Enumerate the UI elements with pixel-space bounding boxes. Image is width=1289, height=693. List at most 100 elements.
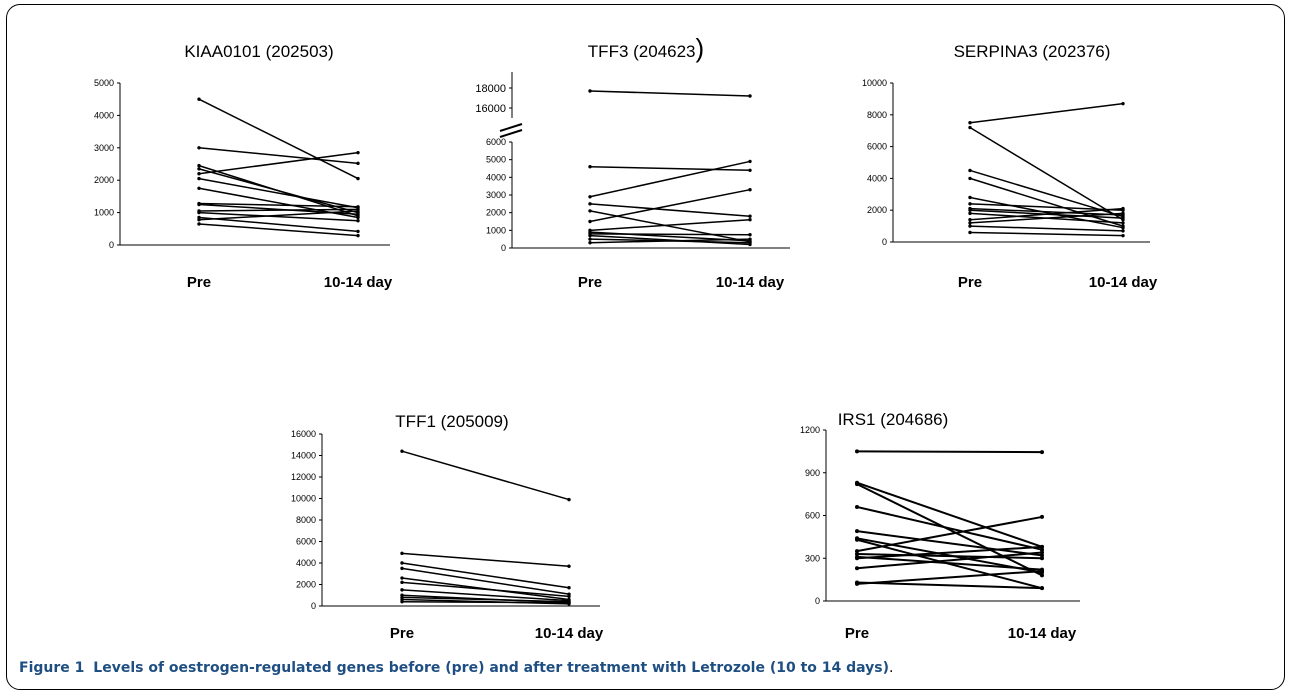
x-category-label: Pre — [390, 625, 414, 642]
chart-3: TFF1 (205009) 0 2000 4000 6000 8000 10000 12000… — [291, 412, 604, 642]
data-point — [1040, 550, 1044, 555]
data-point — [567, 564, 571, 568]
figure-frame — [6, 4, 1285, 690]
data-point — [748, 188, 752, 192]
x-category-label: 10-14 day — [1089, 274, 1158, 291]
data-point — [197, 146, 201, 150]
data-point — [855, 551, 859, 556]
y-tick-label: 5000 — [94, 78, 114, 88]
chart-2: SERPINA3 (202376) 0 2000 4000 6000 8000 10000 P… — [862, 42, 1158, 291]
y-tick-label: 4000 — [486, 172, 506, 182]
series-line — [198, 223, 359, 237]
y-tick-label: 0 — [501, 243, 506, 253]
y-tick-label: 2000 — [486, 208, 506, 218]
data-point — [1040, 556, 1044, 561]
data-point — [197, 163, 201, 168]
series-line — [401, 562, 570, 589]
data-point — [1040, 569, 1044, 574]
y-tick-label: 1000 — [486, 225, 506, 235]
data-point — [400, 561, 404, 565]
data-point — [356, 209, 360, 213]
series-line — [856, 552, 1043, 560]
caption-end: . — [889, 660, 894, 676]
series-line — [589, 188, 751, 223]
y-tick-label: 10000 — [291, 494, 316, 504]
y-tick-label: 12000 — [291, 472, 316, 482]
data-point — [588, 202, 592, 206]
data-point — [567, 594, 571, 599]
data-point — [855, 529, 859, 534]
data-point — [197, 218, 201, 222]
series-line — [969, 203, 1124, 211]
y-tick-label: 900 — [805, 468, 820, 478]
series-line — [856, 450, 1043, 454]
data-point — [968, 230, 972, 235]
series-line — [969, 212, 1124, 224]
data-point — [968, 125, 972, 130]
data-point — [356, 233, 360, 238]
data-point — [1040, 544, 1044, 549]
y-tick-label: 16000 — [475, 103, 506, 115]
data-point — [356, 215, 360, 220]
data-point — [356, 150, 360, 155]
data-point — [968, 208, 972, 212]
series-line — [856, 530, 1043, 557]
x-category-label: Pre — [958, 274, 982, 291]
data-point — [1121, 101, 1125, 106]
data-point — [968, 176, 972, 181]
data-point — [588, 165, 592, 169]
y-tick-label: 8000 — [296, 515, 316, 525]
y-tick-label: 10000 — [862, 78, 887, 88]
y-tick-label: 2000 — [296, 580, 316, 590]
series-line — [589, 165, 751, 172]
series-line — [198, 151, 359, 175]
y-tick-label: 2000 — [867, 205, 887, 215]
y-tick-label: 3000 — [94, 143, 114, 153]
data-point — [197, 202, 201, 207]
data-point — [748, 94, 752, 98]
data-point — [1040, 547, 1044, 552]
data-point — [400, 588, 404, 592]
y-tick-label: 6000 — [867, 142, 887, 152]
chart-title: SERPINA3 (202376) — [954, 42, 1111, 61]
data-point — [1121, 216, 1125, 220]
data-point — [1040, 553, 1044, 558]
data-point — [855, 556, 859, 561]
y-tick-label: 0 — [311, 601, 316, 611]
axis-break-mark — [499, 129, 523, 138]
y-tick-label: 1000 — [94, 208, 114, 218]
data-point — [855, 504, 859, 509]
series-line — [856, 581, 1043, 590]
chart-title-paren: ) — [696, 33, 705, 63]
series-line — [856, 481, 1043, 548]
data-point — [855, 549, 859, 554]
data-point — [356, 205, 360, 209]
series-line — [401, 596, 570, 603]
y-tick-label: 3000 — [486, 190, 506, 200]
data-point — [968, 218, 972, 222]
series-line — [969, 102, 1124, 124]
data-point — [748, 168, 752, 172]
data-point — [400, 551, 404, 556]
data-point — [855, 449, 859, 454]
y-tick-label: 4000 — [94, 110, 114, 120]
data-point — [588, 209, 592, 213]
data-point — [748, 233, 752, 237]
data-point — [197, 167, 201, 171]
series-line — [401, 567, 570, 595]
y-tick-label: 600 — [805, 511, 820, 521]
y-tick-label: 16000 — [291, 429, 316, 439]
data-point — [1121, 225, 1125, 230]
data-point — [197, 210, 201, 215]
figure-caption: Figure 1 Levels of oestrogen-regulated g… — [19, 660, 894, 676]
chart-title: KIAA0101 (202503) — [184, 42, 333, 61]
x-category-label: Pre — [845, 625, 869, 642]
x-category-label: Pre — [187, 274, 211, 291]
data-point — [400, 576, 404, 580]
data-point — [748, 214, 752, 218]
series-line — [589, 90, 751, 97]
series-line — [198, 168, 359, 214]
data-point — [588, 237, 592, 241]
series-line — [969, 225, 1124, 232]
data-point — [356, 212, 360, 216]
